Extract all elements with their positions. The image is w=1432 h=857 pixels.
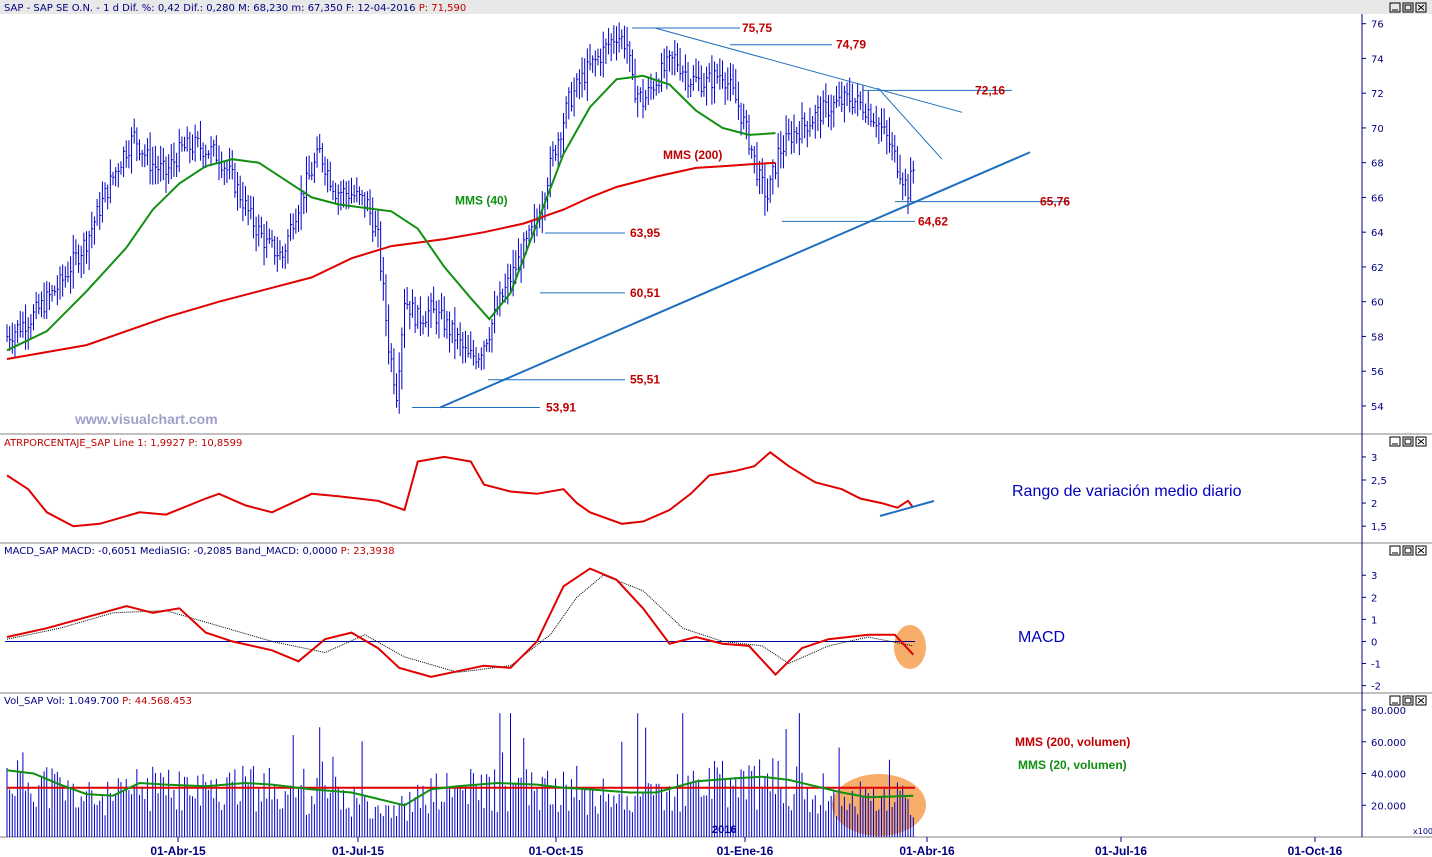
macd-axis-label: -2 bbox=[1371, 682, 1381, 693]
macd-axis-label: 1 bbox=[1371, 615, 1377, 626]
short-trendline bbox=[877, 87, 943, 160]
vol-scale-label: x100 bbox=[1413, 827, 1432, 836]
vol-mms200-label: MMS (200, volumen) bbox=[1015, 735, 1130, 749]
time-axis-label: 01-Jul-15 bbox=[332, 844, 384, 857]
macd-axis-label: 3 bbox=[1371, 571, 1377, 582]
svg-text:SAP - SAP SE O.N. - 1 d Dif. %: SAP - SAP SE O.N. - 1 d Dif. %: 0,42 Dif… bbox=[4, 3, 466, 14]
vol-header-p: P: 44.568.453 bbox=[122, 696, 192, 707]
maximize-icon[interactable] bbox=[1402, 436, 1414, 447]
minimize-icon[interactable] bbox=[1389, 2, 1401, 13]
price-level-label: 65,76 bbox=[1040, 195, 1070, 209]
price-level-label: 55,51 bbox=[630, 373, 660, 387]
atr-axis-label: 2 bbox=[1371, 499, 1377, 510]
maximize-icon[interactable] bbox=[1402, 2, 1414, 13]
vol-mms20-line bbox=[6, 769, 914, 807]
mms200-line bbox=[6, 161, 776, 360]
price-level-label: 72,16 bbox=[975, 83, 1005, 97]
atr-axis-label: 2,5 bbox=[1371, 476, 1387, 487]
maximize-icon[interactable] bbox=[1402, 695, 1414, 706]
price-axis-label: 62 bbox=[1371, 263, 1384, 274]
atr-note: Rango de variación medio diario bbox=[1012, 483, 1242, 500]
price-header-bar bbox=[0, 0, 1432, 14]
time-axis-label: 01-Jul-16 bbox=[1095, 844, 1147, 857]
chart-plot: 54 56 58 60 62 64 66 68 70 72 74 76 75,75 74,79 72,16 6… bbox=[5, 20, 1406, 857]
price-axis-label: 56 bbox=[1371, 367, 1384, 378]
vol-axis-label: 20.000 bbox=[1371, 801, 1406, 812]
macd-line bbox=[6, 567, 915, 678]
close-icon[interactable] bbox=[1415, 2, 1427, 13]
time-axis-label: 01-Abr-16 bbox=[899, 844, 955, 857]
atr-axis-label: 3 bbox=[1371, 453, 1377, 464]
macd-window-controls[interactable] bbox=[1389, 545, 1427, 556]
price-axis-label: 68 bbox=[1371, 159, 1384, 170]
price-axis-label: 66 bbox=[1371, 193, 1384, 204]
support-trendline bbox=[439, 151, 1031, 409]
price-axis-label: 54 bbox=[1371, 402, 1384, 413]
svg-text:MACD_SAP MACD: -0,6051 MediaSI: MACD_SAP MACD: -0,6051 MediaSIG: -0,2085… bbox=[4, 546, 395, 557]
price-header-p: P: 71,590 bbox=[419, 3, 467, 14]
time-axis-label: 01-Abr-15 bbox=[150, 844, 206, 857]
macd-axis-label: 2 bbox=[1371, 593, 1377, 604]
macd-signal-line bbox=[6, 574, 914, 673]
atr-window-controls[interactable] bbox=[1389, 436, 1427, 447]
resistance-trendline bbox=[654, 27, 963, 113]
close-icon[interactable] bbox=[1415, 695, 1427, 706]
price-axis-label: 58 bbox=[1371, 332, 1384, 343]
mms40-label: MMS (40) bbox=[455, 193, 508, 207]
svg-text:Vol_SAP Vol: 1.049.700 P: 44.5: Vol_SAP Vol: 1.049.700 P: 44.568.453 bbox=[4, 696, 192, 707]
minimize-icon[interactable] bbox=[1389, 695, 1401, 706]
minimize-icon[interactable] bbox=[1389, 436, 1401, 447]
vol-header: Vol_SAP Vol: 1.049.700 bbox=[4, 696, 119, 707]
macd-note: MACD bbox=[1018, 629, 1065, 646]
price-axis-label: 76 bbox=[1371, 20, 1384, 31]
price-axis-label: 74 bbox=[1371, 54, 1384, 65]
atr-axis-label: 1,5 bbox=[1371, 522, 1387, 533]
vol-axis-label: 60.000 bbox=[1371, 738, 1406, 749]
atr-header-bar bbox=[0, 434, 1432, 448]
close-icon[interactable] bbox=[1415, 436, 1427, 447]
macd-axis-label: 0 bbox=[1371, 637, 1377, 648]
vol-axis-label: 80.000 bbox=[1371, 706, 1406, 717]
time-axis-label: 01-Oct-15 bbox=[529, 844, 584, 857]
atr-line bbox=[6, 451, 915, 528]
price-header: SAP - SAP SE O.N. - 1 d Dif. %: 0,42 Dif… bbox=[4, 3, 416, 14]
price-axis-label: 64 bbox=[1371, 228, 1384, 239]
price-axis-label: 70 bbox=[1371, 124, 1384, 135]
time-axis-label: 01-Ene-16 bbox=[717, 844, 774, 857]
vol-window-controls[interactable] bbox=[1389, 695, 1427, 706]
atr-trendline bbox=[879, 500, 935, 517]
price-axis-label: 60 bbox=[1371, 298, 1384, 309]
time-axis-label: 01-Oct-16 bbox=[1288, 844, 1343, 857]
macd-highlight bbox=[894, 625, 926, 669]
atr-header-p: P: 10,8599 bbox=[188, 438, 242, 449]
minimize-icon[interactable] bbox=[1389, 545, 1401, 556]
macd-header-p: P: 23,3938 bbox=[341, 546, 395, 557]
macd-axis-label: -1 bbox=[1371, 660, 1381, 671]
price-window-controls[interactable] bbox=[1389, 2, 1427, 13]
price-level-label: 75,75 bbox=[742, 21, 772, 35]
vol-mms20-label: MMS (20, volumen) bbox=[1018, 758, 1127, 772]
price-level-label: 64,62 bbox=[918, 214, 948, 228]
price-axis-label: 72 bbox=[1371, 89, 1384, 100]
macd-header: MACD_SAP MACD: -0,6051 MediaSIG: -0,2085… bbox=[4, 546, 337, 557]
price-level-label: 63,95 bbox=[630, 226, 660, 240]
vol-axis-label: 40.000 bbox=[1371, 770, 1406, 781]
price-level-label: 53,91 bbox=[546, 401, 576, 415]
maximize-icon[interactable] bbox=[1402, 545, 1414, 556]
price-level-label: 60,51 bbox=[630, 286, 660, 300]
price-level-label: 74,79 bbox=[836, 38, 866, 52]
watermark: www.visualchart.com bbox=[74, 411, 218, 427]
close-icon[interactable] bbox=[1415, 545, 1427, 556]
mms40-line bbox=[6, 74, 776, 352]
atr-header: ATRPORCENTAJE_SAP Line 1: 1,9927 bbox=[4, 438, 185, 449]
mms200-label: MMS (200) bbox=[663, 148, 722, 162]
svg-text:ATRPORCENTAJE_SAP Line 1: 1,99: ATRPORCENTAJE_SAP Line 1: 1,9927 P: 10,8… bbox=[4, 438, 242, 449]
